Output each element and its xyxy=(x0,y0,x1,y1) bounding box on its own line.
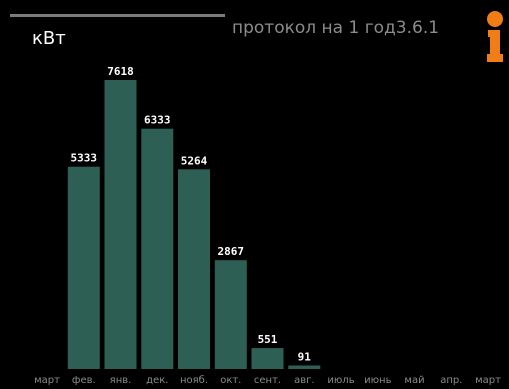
x-tick-label-1: фев. xyxy=(72,375,96,386)
page-title-text: протокол на 1 год xyxy=(232,18,396,38)
value-label-4: 5264 xyxy=(181,154,208,167)
x-tick-label-6: сент. xyxy=(254,375,281,386)
x-tick-label-2: янв. xyxy=(110,375,132,386)
value-label-1: 5333 xyxy=(71,152,98,165)
value-label-2: 7618 xyxy=(107,65,134,78)
x-tick-label-5: окт. xyxy=(220,375,241,386)
x-tick-label-8: июль xyxy=(327,375,354,386)
bar-7 xyxy=(288,365,321,369)
x-tick-label-9: июнь xyxy=(364,375,391,386)
x-tick-label-4: нояб. xyxy=(180,375,208,386)
bar-6 xyxy=(251,348,284,369)
value-label-6: 551 xyxy=(258,333,278,346)
bar-2 xyxy=(104,80,137,369)
page-title: протокол на 1 год3.6.1 xyxy=(232,18,439,38)
value-label-3: 6333 xyxy=(144,114,171,127)
value-label-5: 2867 xyxy=(218,245,245,258)
x-tick-label-0: март xyxy=(34,375,60,386)
x-tick-label-12: март xyxy=(475,375,501,386)
value-label-7: 91 xyxy=(298,351,312,364)
bar-5 xyxy=(214,260,247,369)
bar-4 xyxy=(178,169,210,369)
x-tick-label-11: апр. xyxy=(440,375,462,386)
info-icon[interactable] xyxy=(483,10,507,64)
menu-number: 3.6.1 xyxy=(395,18,440,38)
x-tick-label-10: май xyxy=(404,375,424,386)
bar-3 xyxy=(141,128,174,369)
y-axis-unit-label: кВт xyxy=(32,28,66,49)
x-tick-label-7: авг. xyxy=(294,375,314,386)
header-divider xyxy=(10,14,225,17)
bar-1 xyxy=(67,166,100,369)
x-tick-label-3: дек. xyxy=(146,375,168,386)
